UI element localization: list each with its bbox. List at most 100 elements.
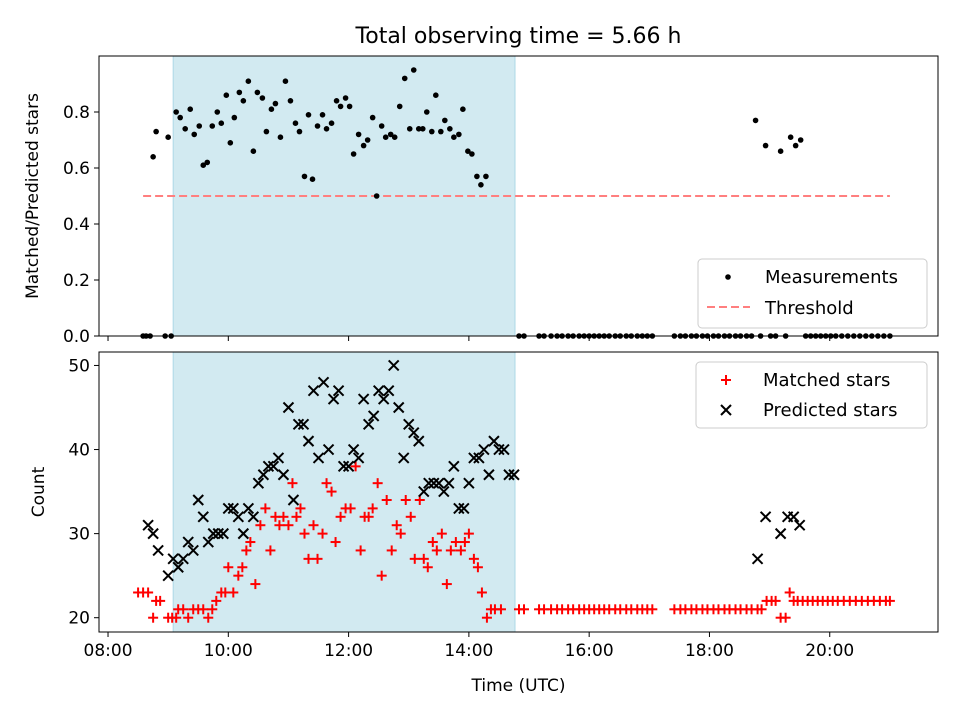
predicted-star-point [177, 553, 189, 565]
measurement-point [254, 89, 261, 96]
y-tick-label-count: 20 [68, 609, 90, 629]
measurement-point [328, 120, 335, 126]
measurement-point [245, 78, 252, 84]
predicted-star-point [182, 536, 194, 548]
measurement-point [391, 134, 398, 140]
measurement-point [209, 123, 216, 129]
legend-measurements-marker [725, 274, 731, 280]
predicted-star-point [302, 435, 315, 447]
panel-count-frame [98, 351, 939, 633]
predicted-star-point [357, 393, 370, 405]
matched-star-point [207, 604, 218, 615]
predicted-star-point [317, 376, 330, 388]
predicted-star-point [242, 502, 255, 515]
measurement-point [196, 123, 203, 129]
matched-star-point [203, 612, 214, 623]
measurement-point [355, 131, 362, 138]
matched-star-point [481, 612, 492, 623]
measurement-point [456, 131, 462, 138]
predicted-star-point [332, 384, 345, 397]
measurement-point [150, 154, 156, 160]
legend-threshold-label: Threshold [764, 298, 854, 319]
measurement-point [350, 151, 357, 157]
panel-count-shade [172, 351, 516, 633]
matched-star-point [376, 570, 387, 581]
predicted-star-point [438, 485, 450, 498]
legend-matched-marker [721, 375, 731, 385]
predicted-star-point [272, 452, 285, 464]
predicted-star-point [382, 384, 395, 397]
predicted-star-point [312, 452, 325, 464]
x-axis-label: Time (UTC) [471, 676, 566, 696]
matched-star-point [283, 520, 294, 531]
measurement-point [369, 114, 376, 121]
measurement-point [382, 134, 389, 140]
matched-star-point [330, 537, 341, 548]
matched-star-point [321, 478, 332, 489]
predicted-star-point [202, 536, 214, 548]
matched-star-point [233, 570, 244, 581]
matched-star-point [445, 545, 456, 556]
matched-star-point [299, 528, 310, 539]
measurement-point [240, 98, 247, 104]
measurement-point [428, 128, 435, 135]
measurement-point [200, 162, 207, 168]
predicted-star-point [483, 469, 495, 481]
x-tick-label: 14:00 [444, 641, 493, 661]
matched-star-point [198, 604, 209, 615]
matched-star-point [418, 553, 429, 564]
predicted-star-point [787, 511, 800, 523]
measurement-point [415, 126, 422, 132]
measurement-point [153, 128, 159, 135]
predicted-star-point [152, 544, 164, 557]
matched-star-point [345, 503, 356, 514]
matched-star-point [211, 595, 222, 606]
measurement-point [287, 98, 294, 104]
measurement-point [337, 103, 344, 110]
predicted-star-point [257, 469, 270, 481]
legend-matched-label: Matched stars [763, 370, 890, 391]
measurement-point [268, 106, 275, 112]
measurement-point [314, 123, 321, 129]
predicted-star-point [232, 511, 245, 523]
measurement-point [762, 142, 769, 149]
matched-star-point [250, 579, 261, 590]
matched-star-point [431, 545, 442, 556]
measurement-point [360, 142, 367, 149]
measurement-point [433, 92, 439, 98]
measurement-point [792, 142, 799, 149]
matched-star-point [647, 604, 658, 615]
y-axis-label-ratio: Matched/Predicted stars [23, 93, 43, 299]
predicted-star-point [262, 460, 275, 473]
predicted-star-point [387, 359, 400, 372]
matched-star-point [278, 511, 289, 522]
predicted-star-point [408, 427, 420, 439]
measurement-point [438, 128, 444, 135]
predicted-star-point [413, 435, 425, 447]
matched-star-point [409, 553, 420, 564]
predicted-star-point [362, 418, 375, 431]
matched-star-point [468, 553, 479, 564]
measurement-point [442, 117, 448, 124]
predicted-star-point [147, 527, 159, 540]
measurement-point [423, 109, 430, 115]
measurement-point [465, 148, 471, 154]
matched-star-point [295, 503, 306, 514]
predicted-star-point [287, 494, 300, 506]
matched-star-point [519, 604, 530, 615]
predicted-star-point [297, 418, 310, 431]
measurement-point [752, 117, 759, 124]
predicted-star-point [207, 527, 219, 540]
matched-star-point [155, 595, 166, 606]
predicted-star-point [453, 502, 465, 515]
measurement-point [227, 140, 234, 146]
y-tick-label-ratio: 0.8 [63, 103, 90, 123]
legend-measurements-label: Measurements [765, 267, 898, 288]
predicted-star-point [793, 519, 806, 531]
matched-star-point [178, 604, 189, 615]
y-tick-label-ratio: 0.4 [63, 215, 90, 235]
predicted-star-point [503, 469, 515, 481]
matched-star-point [291, 511, 302, 522]
matched-star-point [476, 587, 487, 598]
